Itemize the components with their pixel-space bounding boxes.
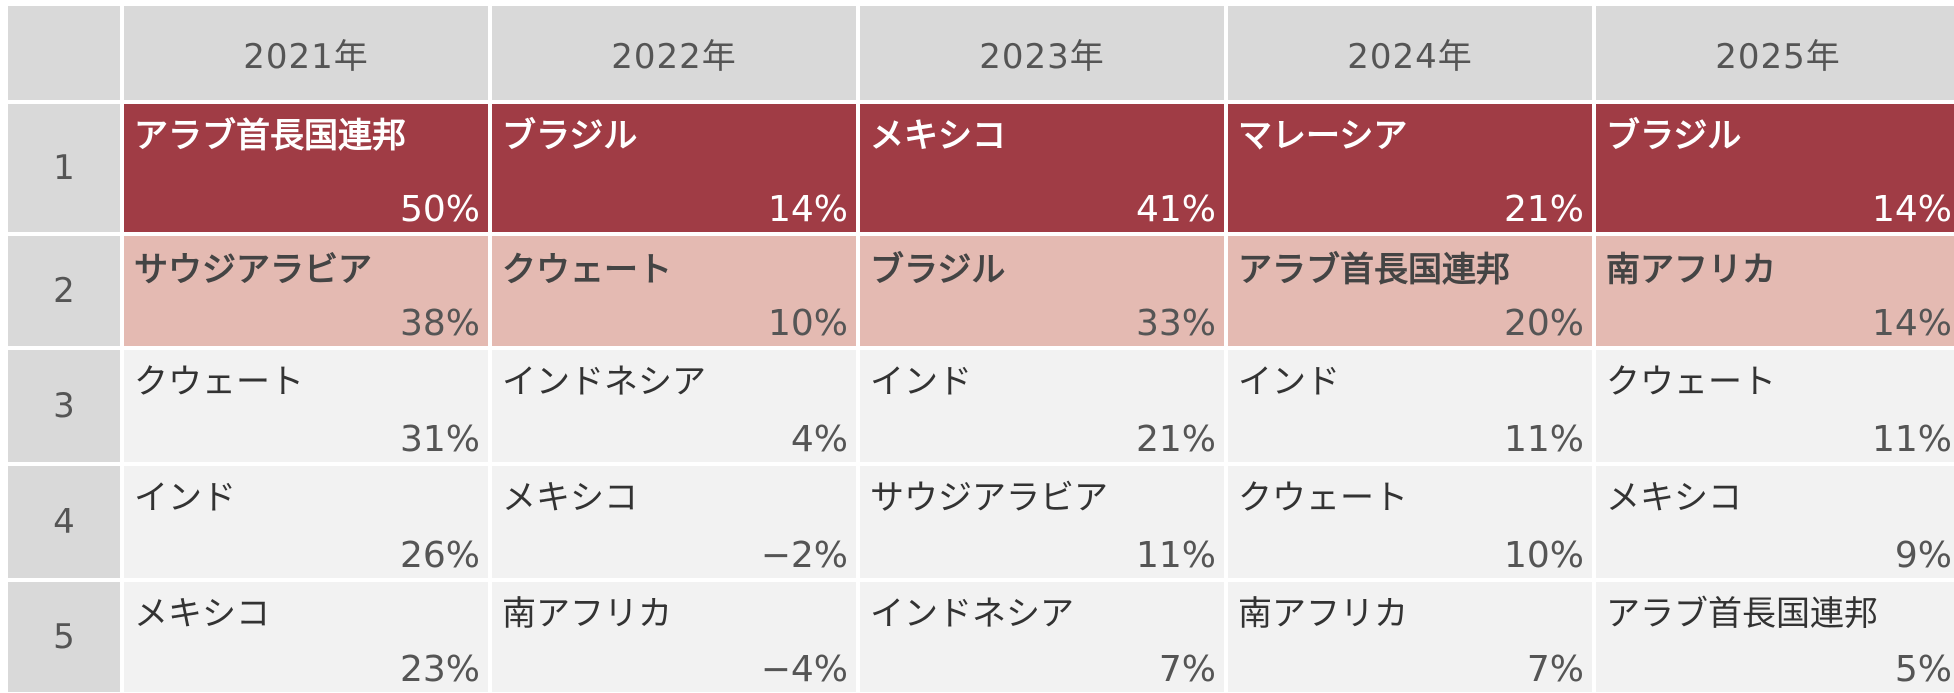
growth-value: 23% — [399, 649, 480, 690]
rank-label-4: 4 — [8, 466, 120, 578]
country-name: マレーシア — [1238, 116, 1408, 156]
country-name: インド — [870, 362, 972, 402]
country-name: メキシコ — [870, 116, 1006, 156]
country-name: アラブ首長国連邦 — [1606, 594, 1878, 634]
growth-value: 38% — [399, 303, 480, 344]
country-name: メキシコ — [134, 594, 270, 634]
country-name: アラブ首長国連邦 — [1238, 250, 1510, 290]
growth-value: 41% — [1135, 189, 1216, 230]
table-cell: 南アフリカ 14% — [1596, 236, 1954, 346]
country-name: インドネシア — [870, 594, 1074, 634]
table-cell: アラブ首長国連邦 5% — [1596, 582, 1954, 692]
table-cell: クウェート 11% — [1596, 350, 1954, 462]
table-cell: マレーシア 21% — [1228, 104, 1592, 232]
table-cell: クウェート 10% — [1228, 466, 1592, 578]
table-cell: サウジアラビア 38% — [124, 236, 488, 346]
table-cell: インド 11% — [1228, 350, 1592, 462]
growth-value: 21% — [1503, 189, 1584, 230]
table-cell: インドネシア 7% — [860, 582, 1224, 692]
table-cell: ブラジル 14% — [1596, 104, 1954, 232]
column-header-2025: 2025年 — [1596, 6, 1954, 100]
table-cell: クウェート 31% — [124, 350, 488, 462]
growth-value: 9% — [1894, 535, 1952, 576]
rank-label-3: 3 — [8, 350, 120, 462]
growth-value: 5% — [1894, 649, 1952, 690]
corner-cell — [8, 6, 120, 100]
growth-value: 11% — [1135, 535, 1216, 576]
table-cell: インドネシア 4% — [492, 350, 856, 462]
country-name: ブラジル — [1606, 116, 1742, 156]
table-cell: メキシコ 9% — [1596, 466, 1954, 578]
country-name: ブラジル — [870, 250, 1006, 290]
country-name: サウジアラビア — [134, 250, 372, 290]
rank-label-2: 2 — [8, 236, 120, 346]
growth-value: 10% — [1503, 535, 1584, 576]
country-name: クウェート — [1238, 478, 1408, 518]
table-cell: メキシコ 41% — [860, 104, 1224, 232]
growth-value: 11% — [1503, 419, 1584, 460]
country-name: クウェート — [502, 250, 672, 290]
growth-value: 50% — [399, 189, 480, 230]
country-name: サウジアラビア — [870, 478, 1108, 518]
table-cell: 南アフリカ 7% — [1228, 582, 1592, 692]
column-header-2024: 2024年 — [1228, 6, 1592, 100]
table-cell: 南アフリカ −4% — [492, 582, 856, 692]
country-name: 南アフリカ — [502, 594, 672, 634]
table-cell: アラブ首長国連邦 50% — [124, 104, 488, 232]
country-name: ブラジル — [502, 116, 638, 156]
growth-value: 4% — [790, 419, 848, 460]
growth-value: 14% — [1871, 189, 1952, 230]
country-name: インド — [1238, 362, 1340, 402]
growth-value: 14% — [767, 189, 848, 230]
table-cell: インド 26% — [124, 466, 488, 578]
country-name: クウェート — [134, 362, 304, 402]
column-header-2022: 2022年 — [492, 6, 856, 100]
growth-value: 21% — [1135, 419, 1216, 460]
country-name: メキシコ — [502, 478, 638, 518]
table-cell: ブラジル 14% — [492, 104, 856, 232]
country-name: インドネシア — [502, 362, 706, 402]
table-cell: サウジアラビア 11% — [860, 466, 1224, 578]
rank-label-5: 5 — [8, 582, 120, 692]
growth-value: −2% — [760, 535, 848, 576]
column-header-2021: 2021年 — [124, 6, 488, 100]
country-name: クウェート — [1606, 362, 1776, 402]
table-cell: インド 21% — [860, 350, 1224, 462]
rank-label-1: 1 — [8, 104, 120, 232]
table-cell: アラブ首長国連邦 20% — [1228, 236, 1592, 346]
growth-value: 20% — [1503, 303, 1584, 344]
growth-value: 11% — [1871, 419, 1952, 460]
table-cell: メキシコ −2% — [492, 466, 856, 578]
country-name: 南アフリカ — [1606, 250, 1776, 290]
growth-value: 33% — [1135, 303, 1216, 344]
country-name: アラブ首長国連邦 — [134, 116, 406, 156]
growth-value: 31% — [399, 419, 480, 460]
country-name: 南アフリカ — [1238, 594, 1408, 634]
table-cell: メキシコ 23% — [124, 582, 488, 692]
table-cell: ブラジル 33% — [860, 236, 1224, 346]
growth-value: 7% — [1158, 649, 1216, 690]
table-cell: クウェート 10% — [492, 236, 856, 346]
column-header-2023: 2023年 — [860, 6, 1224, 100]
growth-value: 10% — [767, 303, 848, 344]
country-name: メキシコ — [1606, 478, 1742, 518]
growth-value: 26% — [399, 535, 480, 576]
country-name: インド — [134, 478, 236, 518]
growth-value: 14% — [1871, 303, 1952, 344]
growth-value: 7% — [1526, 649, 1584, 690]
growth-value: −4% — [760, 649, 848, 690]
ranking-table: 2021年 2022年 2023年 2024年 2025年 1 アラブ首長国連邦 5… — [8, 6, 1954, 692]
